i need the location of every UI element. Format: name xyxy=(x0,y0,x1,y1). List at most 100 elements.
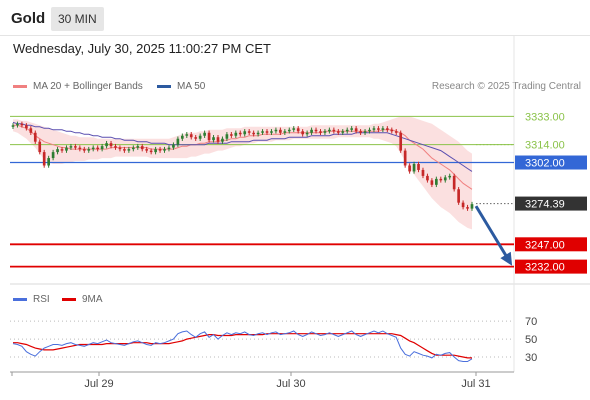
candle-body xyxy=(314,129,318,132)
legend-rsi-ma-label: 9MA xyxy=(82,294,103,305)
candle-body xyxy=(256,132,260,135)
candle-body xyxy=(439,178,443,181)
candle-body xyxy=(247,131,251,133)
candle-body xyxy=(127,149,131,151)
candle-body xyxy=(443,177,447,181)
candle-body xyxy=(230,134,233,136)
candle-body xyxy=(457,189,460,203)
price-level-label: 3314.00 xyxy=(525,140,565,152)
candle-body xyxy=(430,180,434,185)
candle-body xyxy=(123,149,126,151)
candle-body xyxy=(225,134,229,139)
candle-body xyxy=(154,149,157,153)
chart-datetime: Wednesday, July 30, 2025 11:00:27 PM CET xyxy=(13,41,271,56)
price-tag-support xyxy=(515,237,587,252)
candle-body xyxy=(296,128,300,132)
candle-body xyxy=(105,143,108,147)
candle-body xyxy=(29,128,33,133)
candle-body xyxy=(181,135,184,139)
time-tick-label: Jul 30 xyxy=(276,378,305,390)
candle-body xyxy=(270,131,273,133)
candle-body xyxy=(33,132,37,142)
candle-body xyxy=(91,147,95,150)
candle-body xyxy=(114,146,117,148)
candle-body xyxy=(69,146,73,148)
chart-header: Gold 30 MIN xyxy=(0,0,590,36)
candle-body xyxy=(145,149,149,151)
candle-body xyxy=(212,137,215,141)
candle-body xyxy=(328,129,331,132)
candle-body xyxy=(319,131,322,133)
candle-body xyxy=(287,129,291,132)
candle-body xyxy=(426,175,429,181)
candle-body xyxy=(345,129,349,132)
candle-body xyxy=(100,146,104,150)
time-tick-label: Jul 31 xyxy=(461,378,490,390)
candle-body xyxy=(390,129,394,132)
rsi-tick-label: 30 xyxy=(525,352,537,364)
time-tick-label: Jul 29 xyxy=(84,378,113,390)
candle-body xyxy=(305,132,309,135)
candle-body xyxy=(238,132,242,135)
price-tag-label: 3302.00 xyxy=(525,158,565,170)
candle-body xyxy=(25,125,28,129)
candle-body xyxy=(354,128,358,132)
candle-body xyxy=(243,131,247,135)
candle-body xyxy=(234,132,238,136)
instrument-name: Gold xyxy=(11,10,46,27)
candle-body xyxy=(466,207,469,209)
ma20-swatch xyxy=(13,85,27,88)
candle-body xyxy=(87,149,91,151)
candle-body xyxy=(336,131,340,133)
price-tag-pivot xyxy=(515,155,587,170)
candle-body xyxy=(403,150,407,166)
candle-body xyxy=(372,128,376,130)
candle-body xyxy=(261,131,264,133)
candle-body xyxy=(323,131,327,133)
candle-body xyxy=(470,204,474,209)
research-credit: Research © 2025 Trading Central xyxy=(431,81,581,92)
candle-body xyxy=(216,137,220,142)
candle-body xyxy=(412,164,416,172)
candle-body xyxy=(417,164,420,170)
legend-ma20: MA 20 + Bollinger Bands xyxy=(13,81,143,92)
candle-body xyxy=(448,175,452,178)
rsi-ma-swatch xyxy=(62,298,76,301)
candle-body xyxy=(279,129,282,133)
candle-body xyxy=(194,137,198,139)
candle-body xyxy=(96,147,100,150)
candle-body xyxy=(341,131,345,133)
price-tag-label: 3247.00 xyxy=(525,239,565,251)
candle-body xyxy=(252,132,255,135)
forecast-arrow xyxy=(474,205,511,262)
candle-body xyxy=(176,138,180,145)
candle-body xyxy=(42,152,46,166)
candle-body xyxy=(461,202,465,208)
legend-rsi: RSI xyxy=(13,294,50,305)
timeframe-button[interactable]: 30 MIN xyxy=(51,7,104,31)
legend-rsi-label: RSI xyxy=(33,294,50,305)
candle-body xyxy=(292,128,296,130)
candle-body xyxy=(207,132,211,141)
candle-body xyxy=(163,149,166,151)
candle-body xyxy=(408,165,411,172)
candle-body xyxy=(158,149,162,151)
candle-body xyxy=(60,149,64,151)
candle-body xyxy=(16,123,19,126)
candle-body xyxy=(203,132,206,136)
candle-body xyxy=(51,152,55,159)
rsi-line xyxy=(12,330,473,362)
candle-body xyxy=(350,128,354,130)
candle-body xyxy=(136,146,140,148)
candle-body xyxy=(332,129,336,132)
candle-body xyxy=(310,129,313,133)
candle-body xyxy=(65,147,68,151)
legend-ma50: MA 50 xyxy=(157,81,205,92)
price-level-label: 3333.00 xyxy=(525,111,565,123)
candle-body xyxy=(198,135,202,139)
candle-body xyxy=(74,146,77,148)
candle-body xyxy=(363,131,367,133)
rsi-tick-label: 50 xyxy=(525,334,537,346)
ma50-line xyxy=(12,121,473,172)
